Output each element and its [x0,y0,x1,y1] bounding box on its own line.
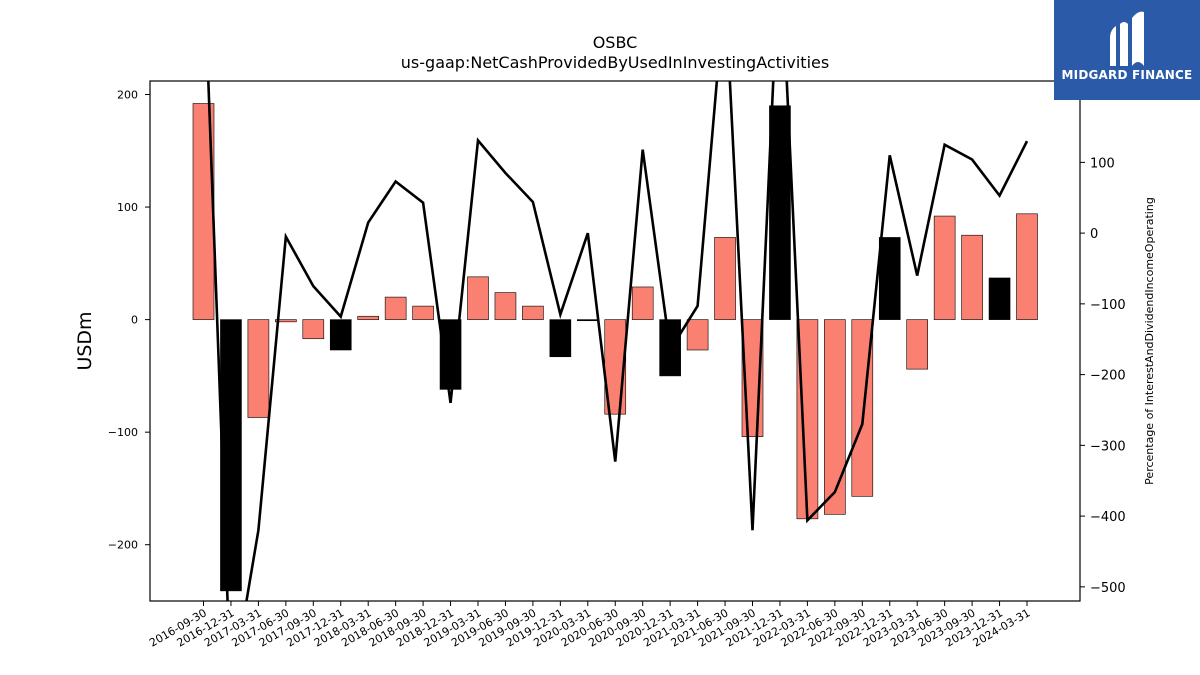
right-tick-label: −100 [1090,298,1126,313]
bar-2022-06-30 [824,319,846,515]
left-axis-ticks: −200 −100 0 100 200 [108,89,150,552]
right-tick-label: 100 [1090,156,1115,171]
right-tick-label: −300 [1090,439,1126,454]
left-tick-label: −200 [108,539,138,552]
right-tick-label: −400 [1090,510,1126,525]
bar-2021-06-30 [714,237,736,320]
bar-2022-12-31 [878,237,901,320]
x-axis-ticks: 2016-09-302016-12-312017-03-312017-06-30… [147,601,1033,650]
bar-2020-03-31 [576,319,599,322]
logo-text: MIDGARD FINANCE [1061,68,1193,82]
left-tick-label: 100 [117,201,138,214]
left-tick-label: −100 [108,426,138,439]
midgard-finance-logo: MIDGARD FINANCE [1054,0,1200,100]
right-axis-ticks: −500 −400 −300 −200 −100 0 100 [1080,156,1126,596]
y-axis-title-left: USDm [74,311,96,370]
bar-2020-09-30 [631,286,654,320]
logo-mark-icon [1110,11,1144,67]
bar-2023-03-31 [906,319,929,370]
right-tick-label: −500 [1090,581,1126,596]
bar-2024-03-31 [1016,213,1038,320]
right-tick-label: 0 [1090,227,1098,242]
bar-2019-12-31 [549,319,572,358]
bar-2018-06-30 [384,296,407,320]
bar-2016-12-31 [220,319,242,592]
bar-2017-09-30 [302,319,325,340]
line-ratio [207,81,1029,601]
bar-series [192,103,1038,592]
bar-2023-12-31 [988,277,1011,320]
bar-2018-03-31 [357,315,380,320]
bar-2019-03-31 [467,276,489,320]
bar-2021-03-31 [686,319,709,351]
line-series [207,81,1029,601]
bar-2019-09-30 [522,305,544,320]
bar-2023-06-30 [933,215,956,320]
bar-2018-09-30 [412,305,434,320]
bar-2019-06-30 [494,292,517,320]
chart-title: OSBC [593,33,638,52]
y-axis-title-right: Percentage of InterestAndDividendIncomeO… [1143,197,1156,485]
bar-2023-09-30 [961,234,983,320]
left-tick-label: 200 [117,89,138,102]
bar-2017-03-31 [247,319,270,418]
chart-subtitle: us-gaap:NetCashProvidedByUsedInInvesting… [401,53,829,72]
plot-frame [149,80,1081,602]
bar-2017-06-30 [275,319,297,323]
bar-2017-12-31 [329,319,352,351]
left-tick-label: 0 [131,314,138,327]
bar-2021-12-31 [769,105,791,320]
right-tick-label: −200 [1090,369,1126,384]
